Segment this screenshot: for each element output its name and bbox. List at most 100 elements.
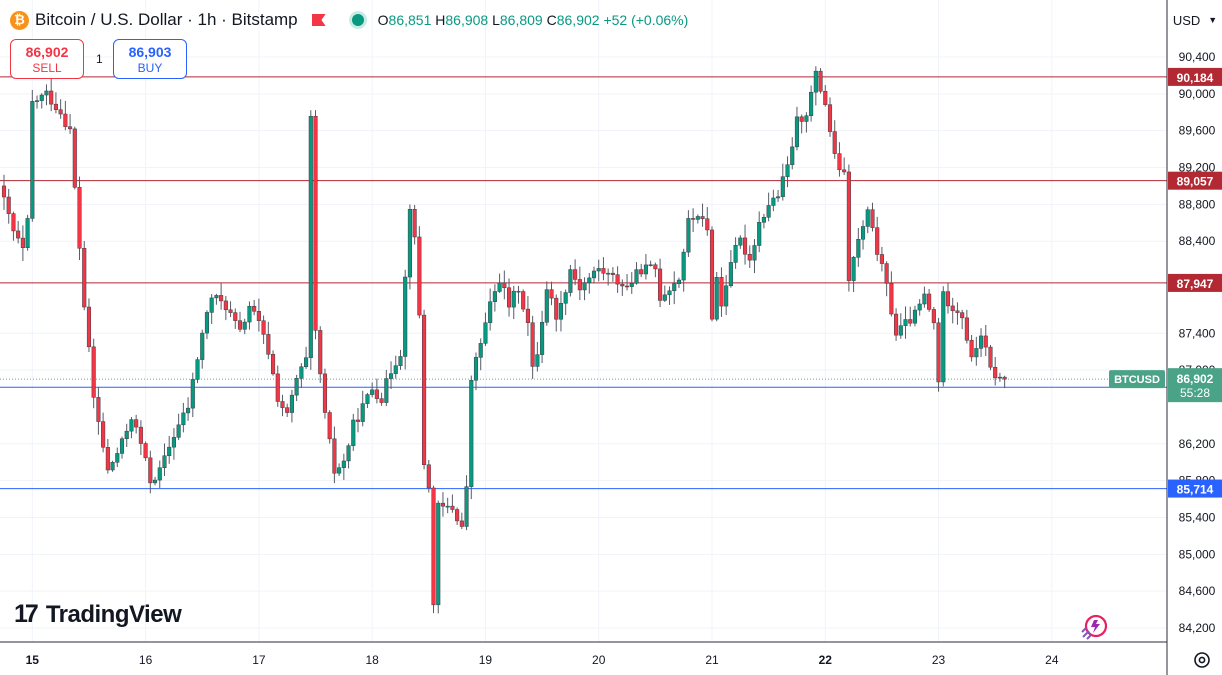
candle-body [247, 305, 252, 323]
chart-grid [0, 0, 1167, 642]
candle-body [365, 394, 370, 404]
candle-body [299, 366, 304, 379]
candle-body [624, 285, 630, 288]
x-tick-label: 24 [1045, 653, 1059, 667]
candle-body [629, 283, 634, 287]
candle-body [115, 453, 120, 463]
candle-body [709, 229, 715, 320]
resistance-price-tag [1168, 171, 1222, 190]
candle-body [374, 389, 379, 399]
candle-body [68, 126, 73, 130]
candle-body [436, 502, 441, 606]
candle-body [86, 306, 92, 348]
candle-body [832, 131, 837, 154]
brand-name: TradingView [45, 600, 182, 628]
y-tick-label: 84,200 [1179, 621, 1216, 635]
candle-body [790, 146, 795, 165]
candle-body [993, 366, 998, 379]
candle-body [34, 100, 40, 102]
candle-body [809, 91, 814, 116]
candle-body [658, 268, 663, 301]
candle-body [898, 325, 903, 336]
candle-body [648, 264, 653, 266]
buy-price: 86,903 [128, 44, 172, 60]
candle-body [204, 312, 210, 334]
candle-body [813, 70, 818, 93]
candle-body [601, 268, 606, 274]
candle-body [167, 446, 172, 456]
candle-body [469, 379, 474, 487]
candle-body [445, 505, 450, 508]
candle-body [134, 419, 139, 428]
candle-body [591, 270, 597, 279]
candle-body [214, 295, 219, 299]
candle-body [138, 426, 143, 444]
y-tick-label: 90,400 [1179, 50, 1216, 64]
tradingview-logo[interactable]: 17 TradingView [14, 600, 182, 629]
candle-body [289, 394, 294, 413]
resistance-price-label: 89,057 [1177, 175, 1214, 189]
x-tick-label: 18 [365, 653, 379, 667]
candles [1, 66, 1007, 614]
candle-body [917, 303, 922, 311]
candle-body [473, 357, 479, 381]
flag-icon[interactable] [311, 14, 326, 26]
candle-body [988, 346, 993, 368]
candle-body [261, 320, 266, 335]
gear-icon[interactable] [1192, 650, 1212, 670]
candle-body [459, 520, 464, 527]
resistance-price-tag [1168, 273, 1222, 292]
candle-body [610, 272, 615, 275]
candle-body [752, 245, 757, 261]
candle-body [667, 290, 672, 296]
candle-body [256, 311, 261, 321]
candle-body [733, 244, 738, 263]
symbol-tag [1109, 370, 1165, 389]
candle-body [16, 230, 21, 239]
snapshot-icon[interactable] [1080, 612, 1110, 642]
candle-body [422, 314, 427, 466]
candle-body [620, 283, 625, 287]
currency-selector[interactable]: USD ▼ [1168, 0, 1222, 40]
candle-body [577, 279, 582, 291]
candle-body [676, 279, 682, 284]
candle-body [728, 262, 733, 287]
candle-body [521, 291, 526, 310]
candle-body [119, 438, 125, 454]
candle-body [639, 269, 644, 275]
sell-button[interactable]: 86,902 SELL [10, 39, 84, 79]
candle-body [516, 290, 521, 293]
candle-body [341, 460, 346, 468]
candle-body [653, 264, 658, 270]
candle-body [672, 283, 677, 292]
candle-body [997, 376, 1002, 379]
candle-body [757, 222, 762, 246]
candle-body [270, 354, 276, 375]
sell-price: 86,902 [25, 44, 69, 60]
candle-body [535, 354, 540, 367]
candle-body [388, 373, 394, 379]
candle-body [818, 70, 823, 92]
candle-body [530, 322, 535, 367]
y-tick-label: 90,000 [1179, 87, 1216, 101]
ohlc-readout: O86,851 H86,908 L86,809 C86,902 +52 (+0.… [377, 12, 689, 28]
candle-body [1002, 376, 1007, 380]
candle-body [837, 153, 842, 171]
candle-body [44, 90, 49, 96]
chart-header: ₿ Bitcoin / U.S. Dollar · 1h · Bitstamp … [10, 8, 688, 32]
buy-button[interactable]: 86,903 BUY [113, 39, 187, 79]
symbol-title[interactable]: Bitcoin / U.S. Dollar · 1h · Bitstamp [35, 10, 298, 29]
sell-label: SELL [32, 61, 62, 75]
candle-body [842, 169, 847, 173]
candle-body [355, 419, 361, 422]
candle-body [431, 487, 436, 606]
candle-body [544, 289, 549, 323]
x-tick-label: 15 [26, 653, 40, 667]
candle-body [200, 332, 205, 360]
candle-body [714, 277, 719, 320]
x-tick-label: 21 [705, 653, 719, 667]
candle-body [761, 216, 766, 223]
candle-body [983, 335, 988, 348]
last-price-tag [1168, 368, 1222, 403]
